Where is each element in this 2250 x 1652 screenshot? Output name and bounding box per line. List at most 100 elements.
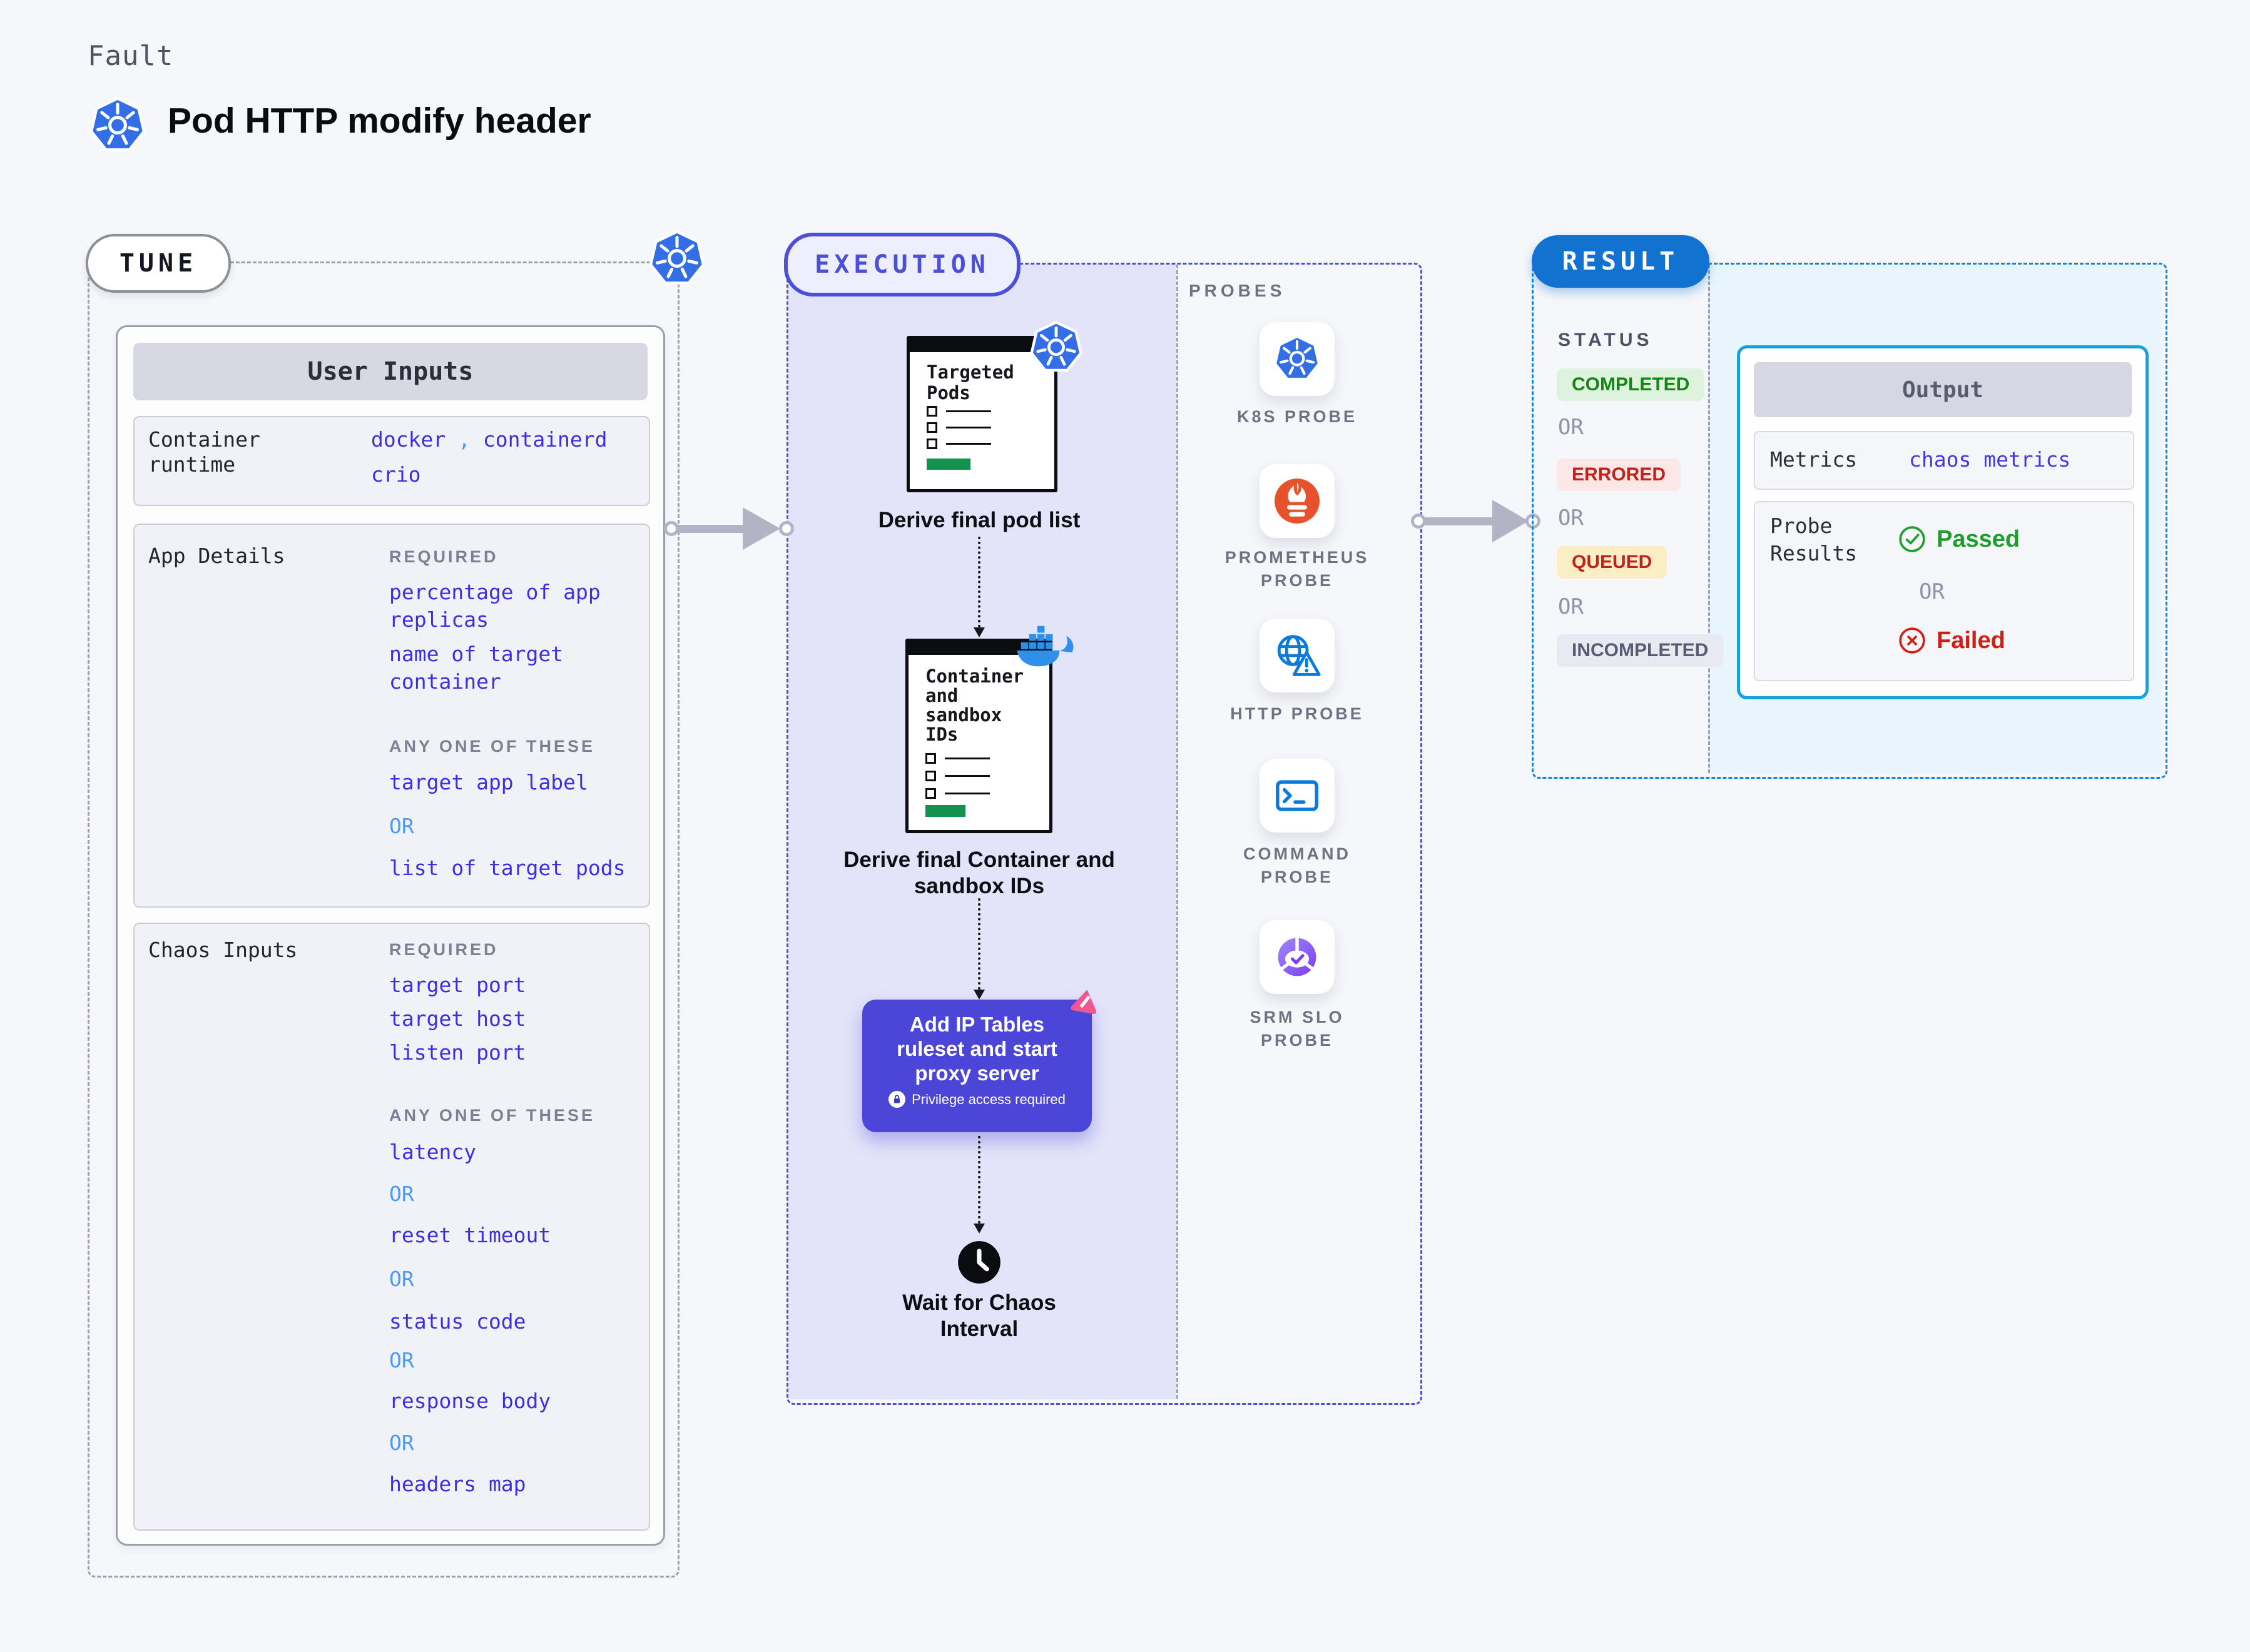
step1-caption: Derive final pod list [878, 508, 1081, 532]
probe-label: COMMAND PROBE [1243, 844, 1351, 886]
probe-label: K8S PROBE [1236, 407, 1358, 426]
privilege-note-text: Privilege access required [912, 1091, 1066, 1107]
arrow-right-icon [1492, 500, 1529, 542]
clipboard-bar [909, 642, 1049, 655]
chaos-any-item: status code [389, 1309, 526, 1334]
clipboard-bar [910, 339, 1054, 352]
tune-to-execution-arrow [671, 525, 745, 533]
chaos-required-item: listen port [389, 1040, 526, 1065]
checklist-row [925, 788, 990, 799]
check-circle-icon [1898, 525, 1927, 554]
slo-donut-icon [1273, 933, 1321, 981]
probe-results-row: Probe Results Passed OR Failed [1754, 501, 2134, 681]
app-any-item: target app label [389, 770, 588, 794]
step4-caption: Wait for Chaos Interval [902, 1290, 1056, 1341]
output-card: Output Metrics chaos metrics Probe Resul… [1737, 345, 2149, 699]
tune-pill: TUNE [86, 234, 231, 293]
container-runtime-label: Container runtime [148, 427, 260, 477]
container-ids-title: Container and sandbox IDs [925, 666, 1024, 745]
execution-pill-label: EXECUTION [815, 250, 990, 279]
container-runtime-values: docker , containerd [371, 426, 608, 454]
flow-connector [978, 1136, 980, 1224]
required-label: REQUIRED [389, 940, 499, 959]
app-any-item: list of target pods [389, 856, 626, 880]
flow-connector [978, 898, 980, 990]
status-badge-incompleted: INCOMPLETED [1557, 634, 1724, 667]
chaos-inputs-row: Chaos Inputs REQUIRED target port target… [133, 923, 650, 1531]
arrow-down-icon [974, 990, 985, 1000]
chaos-inputs-label: Chaos Inputs [148, 938, 298, 962]
container-runtime-row: Container runtime docker , containerd cr… [133, 416, 650, 506]
checklist-row [927, 406, 991, 417]
connector-port [664, 521, 679, 536]
execution-probes-divider [1176, 265, 1178, 1399]
or-token: OR [1558, 505, 1584, 530]
or-token: OR [1558, 415, 1584, 440]
flow-connector [978, 537, 980, 627]
or-token: OR [389, 1348, 414, 1372]
privilege-note: Privilege access required [888, 1091, 1066, 1108]
metrics-row: Metrics chaos metrics [1754, 431, 2134, 490]
prometheus-icon [1272, 476, 1322, 526]
or-token: OR [389, 1267, 414, 1291]
kubernetes-icon [89, 97, 146, 155]
arrow-right-icon [743, 507, 780, 550]
execution-panel [786, 263, 1422, 1405]
docker-icon [1016, 623, 1079, 669]
k8s-probe-card [1260, 322, 1335, 396]
globe-warning-icon [1272, 631, 1322, 681]
connector-port [779, 521, 794, 536]
checklist-row [927, 422, 991, 433]
or-token: OR [389, 814, 414, 838]
litmus-pink-icon [1070, 987, 1100, 1017]
targeted-pods-node: Targeted Pods [907, 336, 1057, 492]
progress-bar [927, 459, 970, 470]
command-probe-card [1260, 759, 1335, 833]
x-circle-icon [1898, 626, 1927, 655]
or-token: OR [1919, 579, 1945, 604]
user-inputs-title: User Inputs [133, 343, 648, 400]
app-required-item: percentage of app replicas [389, 580, 601, 632]
app-details-label: App Details [148, 544, 285, 568]
metrics-label: Metrics [1770, 447, 1858, 472]
output-title: Output [1754, 362, 2132, 417]
probe-result-failed: Failed [1898, 626, 2005, 655]
chaos-any-item: response body [389, 1389, 551, 1413]
probes-label: PROBES [1189, 281, 1286, 300]
chaos-any-item: latency [389, 1140, 477, 1164]
chaos-any-item: reset timeout [389, 1223, 551, 1247]
metrics-value: chaos metrics [1909, 447, 2071, 472]
terminal-icon [1273, 771, 1321, 820]
tune-panel [88, 261, 680, 1578]
page-title: Pod HTTP modify header [168, 101, 591, 141]
checklist-row [925, 753, 990, 764]
http-probe-card [1260, 619, 1335, 692]
probe-label: HTTP PROBE [1230, 704, 1364, 723]
runtime-crio: crio [371, 462, 421, 487]
result-divider [1708, 265, 1710, 773]
tune-pill-label: TUNE [119, 249, 198, 278]
targeted-pods-title: Targeted Pods [927, 362, 1014, 403]
iptables-step-box: Add IP Tables ruleset and start proxy se… [862, 1000, 1092, 1132]
progress-bar [925, 805, 965, 817]
any-one-label: ANY ONE OF THESE [389, 1106, 596, 1125]
step2-caption: Derive final Container and sandbox IDs [843, 848, 1115, 898]
app-details-row: App Details REQUIRED percentage of app r… [133, 524, 650, 908]
execution-pill: EXECUTION [784, 233, 1021, 296]
prometheus-probe-card [1260, 464, 1335, 538]
failed-text: Failed [1937, 627, 2005, 654]
execution-to-result-arrow [1418, 517, 1494, 525]
arrow-down-icon [974, 627, 985, 637]
kubernetes-icon [1273, 335, 1321, 383]
or-token: OR [1558, 594, 1584, 619]
any-one-label: ANY ONE OF THESE [389, 737, 596, 756]
checklist-row [927, 438, 991, 449]
status-label: STATUS [1558, 330, 1653, 350]
srm-slo-probe-card [1260, 920, 1335, 994]
chaos-required-item: target host [389, 1006, 526, 1031]
kubernetes-icon [648, 230, 706, 288]
status-badge-errored: ERRORED [1557, 459, 1681, 491]
arrow-down-icon [974, 1224, 985, 1234]
kubernetes-icon [1029, 321, 1083, 375]
